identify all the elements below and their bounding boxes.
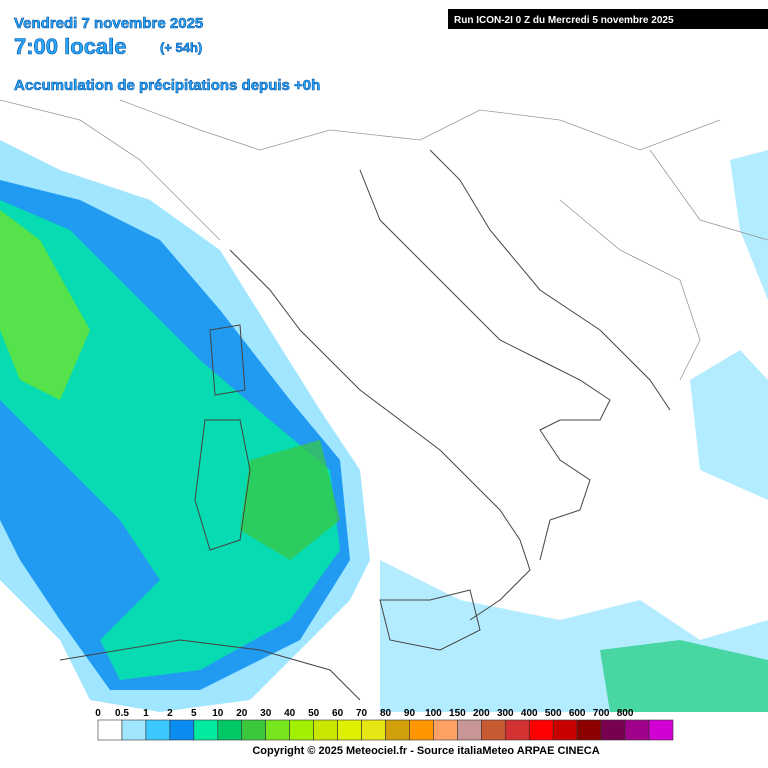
legend-label: 10 [212, 708, 224, 719]
legend-label: 700 [593, 708, 610, 719]
geography-lines [0, 99, 768, 701]
legend-swatch [528, 719, 554, 741]
legend-swatch [193, 719, 219, 741]
legend-label: 60 [332, 708, 344, 719]
legend: 0 0.5 1 2 5 10 20 30 40 50 60 70 80 90 100 150 200 300 400… [95, 708, 674, 741]
legend-label: 5 [191, 708, 197, 719]
legend-swatch [169, 719, 195, 741]
lead-time: (+ 54h) [160, 40, 202, 55]
legend-swatch [217, 719, 243, 741]
legend-swatch [265, 719, 290, 741]
legend-swatch [576, 719, 602, 741]
legend-swatch [145, 719, 171, 741]
legend-label: 150 [449, 708, 466, 719]
legend-swatch [313, 719, 338, 741]
legend-swatch [337, 719, 362, 741]
legend-swatch [457, 719, 482, 741]
legend-label: 80 [380, 708, 392, 719]
legend-swatch [241, 719, 267, 741]
legend-swatch [409, 719, 434, 741]
run-info: Run ICON-2I 0 Z du Mercredi 5 novembre 2… [454, 15, 674, 26]
legend-swatch [600, 719, 626, 741]
legend-label: 600 [569, 708, 586, 719]
legend-label: 1 [143, 708, 149, 719]
legend-swatch [433, 719, 458, 741]
legend-swatch [121, 719, 147, 741]
copyright: Copyright © 2025 Meteociel.fr - Source i… [252, 745, 599, 757]
legend-swatch [504, 719, 530, 741]
legend-swatch [385, 719, 410, 741]
map-subtitle: Accumulation de précipitations depuis +0… [14, 77, 320, 94]
legend-label: 0.5 [115, 708, 129, 719]
legend-label: 70 [356, 708, 368, 719]
legend-label: 200 [473, 708, 490, 719]
forecast-date: Vendredi 7 novembre 2025 [14, 15, 203, 32]
legend-swatch [624, 719, 650, 741]
legend-label: 100 [425, 708, 442, 719]
legend-label: 300 [497, 708, 514, 719]
legend-label: 50 [308, 708, 320, 719]
legend-label: 40 [284, 708, 296, 719]
legend-swatch [361, 719, 386, 741]
legend-swatch [552, 719, 578, 741]
legend-label: 400 [521, 708, 538, 719]
legend-label: 90 [404, 708, 416, 719]
legend-label: 2 [167, 708, 173, 719]
legend-swatch [97, 719, 123, 741]
forecast-time: 7:00 locale [14, 34, 127, 59]
run-banner [448, 9, 768, 29]
legend-label: 800 [617, 708, 634, 719]
legend-label: 20 [236, 708, 248, 719]
legend-swatch [289, 719, 314, 741]
legend-label: 30 [260, 708, 272, 719]
legend-swatch [481, 719, 506, 741]
legend-label: 0 [95, 708, 101, 719]
precipitation-field [0, 140, 768, 712]
legend-label: 500 [545, 708, 562, 719]
legend-swatch [648, 719, 674, 741]
